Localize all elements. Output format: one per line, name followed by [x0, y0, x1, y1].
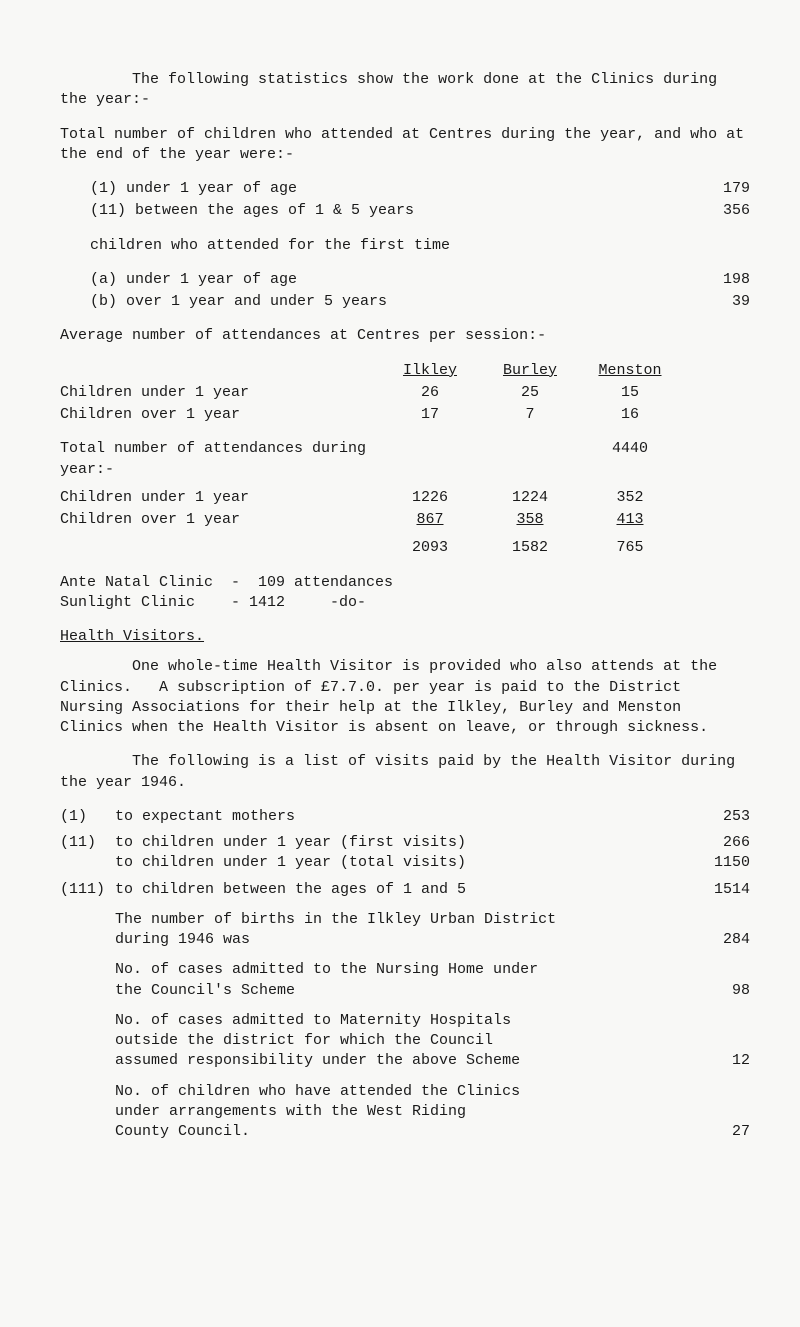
extra-item: No. of children who have attended the Cl… [60, 1082, 750, 1143]
extra-value [680, 1102, 750, 1122]
cell: 867 [380, 510, 480, 530]
visits-value: 266 [680, 833, 750, 853]
total-att-heading-row: Total number of attendances during year:… [60, 439, 750, 480]
extra-value [680, 1011, 750, 1031]
cell: 352 [580, 488, 680, 508]
age-group-label: (11) between the ages of 1 & 5 years [90, 201, 680, 221]
extra-stats: The number of births in the Ilkley Urban… [60, 910, 750, 1143]
hv-paragraph-1: One whole-time Health Visitor is provide… [60, 657, 750, 738]
first-time-value: 198 [680, 270, 750, 290]
extra-item: The number of births in the Ilkley Urban… [60, 910, 750, 951]
health-visitors-title: Health Visitors. [60, 627, 750, 647]
visits-value: 1150 [680, 853, 750, 873]
table-row: Children under 1 year 26 25 15 [60, 383, 750, 403]
cell: 17 [380, 405, 480, 425]
row-label: Children over 1 year [60, 510, 380, 530]
extra-text: the Council's Scheme [115, 981, 680, 1001]
first-time-label: (b) over 1 year and under 5 years [90, 292, 680, 312]
cell: 1224 [480, 488, 580, 508]
visits-text: to children under 1 year (total visits) [115, 853, 680, 873]
cell: 7 [480, 405, 580, 425]
first-time-row: (b) over 1 year and under 5 years 39 [90, 292, 750, 312]
age-group-row: (1) under 1 year of age 179 [90, 179, 750, 199]
sunlight-line: Sunlight Clinic - 1412 -do- [60, 593, 750, 613]
first-time-list: (a) under 1 year of age 198 (b) over 1 y… [90, 270, 750, 313]
cell: 15 [580, 383, 680, 403]
extra-text: No. of cases admitted to Maternity Hospi… [115, 1011, 680, 1031]
visits-marker: (11) [60, 833, 115, 874]
extra-text: The number of births in the Ilkley Urban… [115, 910, 680, 930]
cell: 358 [480, 510, 580, 530]
ante-natal-line: Ante Natal Clinic - 109 attendances [60, 573, 750, 593]
col-total: 765 [580, 538, 680, 558]
total-att-grand-total: 4440 [580, 439, 680, 480]
visits-value: 253 [680, 807, 750, 827]
total-att-heading: Total number of attendances during year:… [60, 439, 380, 480]
cell: 25 [480, 383, 580, 403]
age-group-label: (1) under 1 year of age [90, 179, 680, 199]
cell: 16 [580, 405, 680, 425]
visits-marker: (111) [60, 880, 115, 900]
extra-value: 12 [680, 1051, 750, 1071]
cell: 413 [580, 510, 680, 530]
visits-item: (111) to children between the ages of 1 … [60, 880, 750, 900]
extra-text: No. of children who have attended the Cl… [115, 1082, 680, 1102]
visits-text: to expectant mothers [115, 807, 680, 827]
visits-item: (11) to children under 1 year (first vis… [60, 833, 750, 874]
extra-value: 284 [680, 930, 750, 950]
col-header-burley: Burley [480, 361, 580, 381]
col-header-menston: Menston [580, 361, 680, 381]
table-total-row: 2093 1582 765 [60, 538, 750, 558]
col-total: 2093 [380, 538, 480, 558]
cell: 26 [380, 383, 480, 403]
visits-value: 1514 [680, 880, 750, 900]
first-time-label: (a) under 1 year of age [90, 270, 680, 290]
table-header-row: Ilkley Burley Menston [60, 361, 750, 381]
extra-text: assumed responsibility under the above S… [115, 1051, 680, 1071]
table-header-blank [60, 361, 380, 381]
col-total: 1582 [480, 538, 580, 558]
visits-text: to children between the ages of 1 and 5 [115, 880, 680, 900]
intro-paragraph-1: The following statistics show the work d… [60, 70, 750, 111]
visits-item: (1) to expectant mothers 253 [60, 807, 750, 827]
row-label: Children over 1 year [60, 405, 380, 425]
hv-paragraph-2: The following is a list of visits paid b… [60, 752, 750, 793]
extra-value [680, 910, 750, 930]
extra-value [680, 960, 750, 980]
extra-text: No. of cases admitted to the Nursing Hom… [115, 960, 680, 980]
row-label: Children under 1 year [60, 488, 380, 508]
extra-text: County Council. [115, 1122, 680, 1142]
row-label: Children under 1 year [60, 383, 380, 403]
first-time-value: 39 [680, 292, 750, 312]
table-row: Children over 1 year 867 358 413 [60, 510, 750, 530]
age-group-list: (1) under 1 year of age 179 (11) between… [90, 179, 750, 222]
cell: 1226 [380, 488, 480, 508]
extra-text: during 1946 was [115, 930, 680, 950]
age-group-row: (11) between the ages of 1 & 5 years 356 [90, 201, 750, 221]
average-heading: Average number of attendances at Centres… [60, 326, 750, 346]
age-group-value: 356 [680, 201, 750, 221]
extra-text: under arrangements with the West Riding [115, 1102, 680, 1122]
first-time-row: (a) under 1 year of age 198 [90, 270, 750, 290]
extra-value [680, 1082, 750, 1102]
extra-value: 98 [680, 981, 750, 1001]
total-attendance-table: Total number of attendances during year:… [60, 439, 750, 558]
first-time-heading: children who attended for the first time [90, 236, 750, 256]
table-row: Children over 1 year 17 7 16 [60, 405, 750, 425]
extra-value: 27 [680, 1122, 750, 1142]
clinic-lines: Ante Natal Clinic - 109 attendances Sunl… [60, 573, 750, 614]
extra-item: No. of cases admitted to the Nursing Hom… [60, 960, 750, 1001]
extra-text: outside the district for which the Counc… [115, 1031, 680, 1051]
intro-paragraph-2: Total number of children who attended at… [60, 125, 750, 166]
visits-marker: (1) [60, 807, 115, 827]
visits-text: to children under 1 year (first visits) [115, 833, 680, 853]
extra-item: No. of cases admitted to Maternity Hospi… [60, 1011, 750, 1072]
extra-value [680, 1031, 750, 1051]
visits-list: (1) to expectant mothers 253 (11) to chi… [60, 807, 750, 900]
average-table: Ilkley Burley Menston Children under 1 y… [60, 361, 750, 426]
table-row: Children under 1 year 1226 1224 352 [60, 488, 750, 508]
age-group-value: 179 [680, 179, 750, 199]
col-header-ilkley: Ilkley [380, 361, 480, 381]
